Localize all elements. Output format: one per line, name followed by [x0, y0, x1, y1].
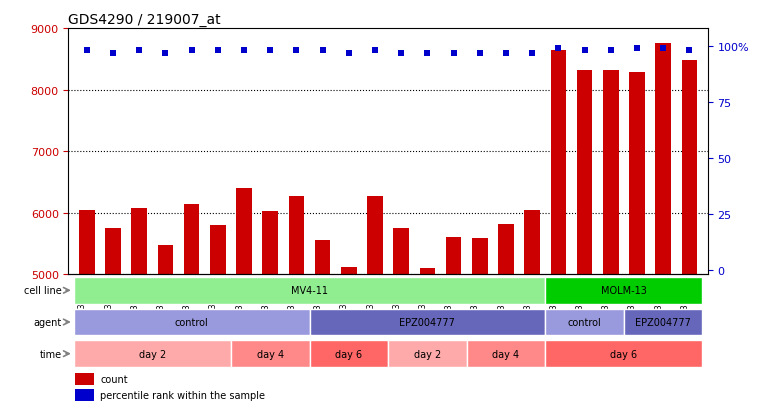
Point	[159, 50, 171, 57]
Bar	[183, 204, 199, 275]
Bar	[367, 196, 383, 275]
Bar	[132, 209, 147, 275]
Bar	[263, 211, 278, 275]
Bar	[315, 240, 330, 275]
Bar	[629, 73, 645, 275]
Point	[578, 48, 591, 55]
Bar	[288, 197, 304, 275]
Point	[133, 48, 145, 55]
Text: day 2: day 2	[139, 349, 166, 359]
Text: GDS4290 / 219007_at: GDS4290 / 219007_at	[68, 12, 221, 26]
Point	[605, 48, 617, 55]
Bar	[236, 189, 252, 275]
Point	[291, 48, 303, 55]
Point	[212, 48, 224, 55]
Point	[657, 46, 669, 52]
Text: count: count	[100, 375, 128, 385]
Text: control: control	[568, 317, 601, 327]
Bar	[75, 389, 94, 401]
Bar	[472, 239, 488, 275]
Point	[473, 50, 486, 57]
Bar	[419, 268, 435, 275]
Bar	[603, 71, 619, 275]
Text: day 6: day 6	[336, 349, 362, 359]
FancyBboxPatch shape	[74, 341, 231, 367]
Point	[683, 48, 696, 55]
FancyBboxPatch shape	[546, 277, 702, 304]
Text: EPZ004777: EPZ004777	[400, 317, 455, 327]
FancyBboxPatch shape	[388, 341, 466, 367]
Bar	[446, 238, 461, 275]
Point	[447, 50, 460, 57]
Text: day 4: day 4	[492, 349, 520, 359]
Bar	[158, 246, 174, 275]
Text: MOLM-13: MOLM-13	[601, 286, 647, 296]
Point	[81, 48, 93, 55]
Text: MV4-11: MV4-11	[291, 286, 328, 296]
FancyBboxPatch shape	[466, 341, 546, 367]
Point	[552, 46, 565, 52]
FancyBboxPatch shape	[74, 309, 310, 335]
Point	[369, 48, 381, 55]
Text: day 4: day 4	[256, 349, 284, 359]
Bar	[393, 228, 409, 275]
Point	[317, 48, 329, 55]
Bar	[577, 71, 593, 275]
Point	[238, 48, 250, 55]
Point	[342, 50, 355, 57]
Text: EPZ004777: EPZ004777	[635, 317, 691, 327]
Point	[422, 50, 434, 57]
Text: day 2: day 2	[414, 349, 441, 359]
Text: agent: agent	[33, 317, 62, 327]
Point	[264, 48, 276, 55]
Text: percentile rank within the sample: percentile rank within the sample	[100, 390, 266, 400]
Bar	[498, 224, 514, 275]
Bar	[75, 373, 94, 385]
Text: control: control	[175, 317, 209, 327]
Point	[500, 50, 512, 57]
FancyBboxPatch shape	[310, 341, 388, 367]
Point	[107, 50, 119, 57]
FancyBboxPatch shape	[74, 277, 546, 304]
FancyBboxPatch shape	[624, 309, 702, 335]
Bar	[655, 44, 671, 275]
Bar	[341, 267, 357, 275]
Bar	[524, 210, 540, 275]
Bar	[210, 225, 226, 275]
FancyBboxPatch shape	[310, 309, 546, 335]
Point	[186, 48, 198, 55]
Bar	[105, 229, 121, 275]
Point	[631, 46, 643, 52]
Text: time: time	[40, 349, 62, 359]
FancyBboxPatch shape	[546, 341, 702, 367]
Text: cell line: cell line	[24, 286, 62, 296]
Bar	[550, 50, 566, 275]
Point	[395, 50, 407, 57]
Point	[526, 50, 538, 57]
Text: day 6: day 6	[610, 349, 638, 359]
Bar	[79, 210, 94, 275]
FancyBboxPatch shape	[231, 341, 310, 367]
FancyBboxPatch shape	[546, 309, 624, 335]
Bar	[682, 61, 697, 275]
